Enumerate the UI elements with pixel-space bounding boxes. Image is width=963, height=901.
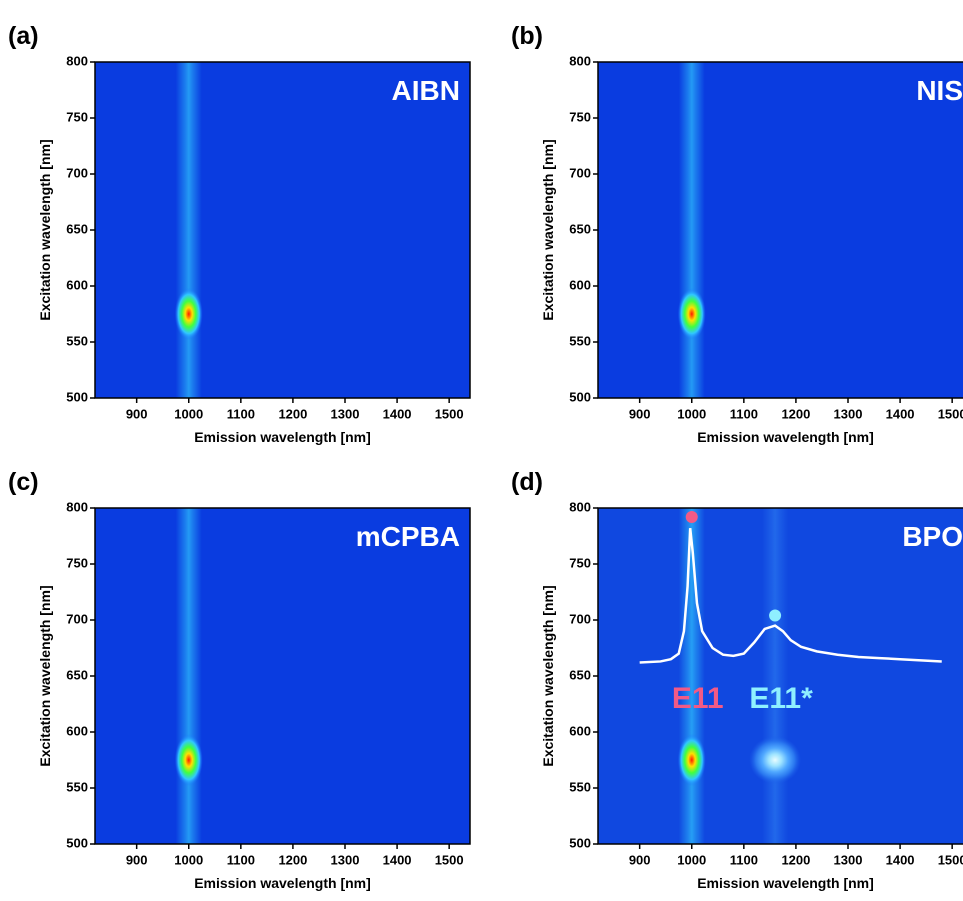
y-tick-label: 650 (66, 221, 88, 236)
panel-label: (b) (511, 22, 543, 50)
emission-streak (762, 508, 789, 844)
hot-spot (749, 736, 802, 784)
x-tick-label: 1500 (938, 852, 963, 867)
x-tick-label: 1300 (834, 406, 863, 421)
y-tick-label: 600 (66, 723, 88, 738)
y-axis-label: Excitation wavelength [nm] (540, 139, 556, 320)
x-tick-label: 900 (126, 406, 148, 421)
y-tick-label: 800 (569, 499, 591, 514)
hot-spot (677, 288, 706, 340)
x-tick-label: 1200 (781, 852, 810, 867)
plot-area (95, 508, 470, 844)
panel-label: (d) (511, 468, 543, 496)
y-axis-label: Excitation wavelength [nm] (540, 585, 556, 766)
emission-streak (175, 508, 202, 844)
y-tick-label: 700 (66, 611, 88, 626)
y-tick-label: 750 (569, 109, 591, 124)
y-tick-label: 550 (569, 779, 591, 794)
peak-marker (769, 609, 782, 622)
hot-spot (174, 734, 203, 786)
x-tick-label: 1500 (938, 406, 963, 421)
y-axis-label: Excitation wavelength [nm] (37, 585, 53, 766)
y-tick-label: 550 (66, 333, 88, 348)
panel: 500 550 600 650 700 750 800 900 1000 1100 1200 1300… (511, 22, 963, 445)
x-tick-label: 1400 (383, 852, 412, 867)
y-tick-label: 700 (66, 165, 88, 180)
y-tick-label: 500 (569, 835, 591, 850)
x-axis-label: Emission wavelength [nm] (194, 875, 371, 891)
y-tick-label: 550 (569, 333, 591, 348)
x-tick-label: 1200 (278, 406, 307, 421)
y-tick-label: 800 (66, 499, 88, 514)
y-tick-label: 500 (66, 835, 88, 850)
panel: E11 E11* 500 550 600 650 700 750 800 900 1000 1100 1… (511, 468, 963, 891)
x-tick-label: 1400 (886, 406, 915, 421)
peak-marker (685, 510, 698, 523)
y-tick-label: 800 (66, 53, 88, 68)
emission-streak (678, 62, 705, 398)
panel-title: mCPBA (356, 521, 460, 552)
x-tick-label: 1300 (331, 852, 360, 867)
y-tick-label: 600 (569, 277, 591, 292)
y-axis-label: Excitation wavelength [nm] (37, 139, 53, 320)
y-tick-label: 700 (569, 165, 591, 180)
heatmap-background (95, 508, 470, 844)
y-tick-label: 600 (569, 723, 591, 738)
y-tick-label: 500 (66, 389, 88, 404)
x-tick-label: 1500 (435, 406, 464, 421)
x-tick-label: 1200 (781, 406, 810, 421)
y-tick-label: 700 (569, 611, 591, 626)
x-tick-label: 1300 (331, 406, 360, 421)
hot-spot (677, 734, 706, 786)
y-tick-label: 650 (569, 221, 591, 236)
peak-label: E11* (749, 682, 813, 715)
y-tick-label: 550 (66, 779, 88, 794)
plot-area (95, 62, 470, 398)
plot-area (598, 508, 963, 844)
panel-title: BPO (902, 521, 963, 552)
x-tick-label: 1000 (174, 852, 203, 867)
x-tick-label: 900 (629, 852, 651, 867)
panel-title: NIS (916, 75, 963, 106)
x-tick-label: 1400 (383, 406, 412, 421)
x-tick-label: 1400 (886, 852, 915, 867)
hot-spot (174, 288, 203, 340)
x-tick-label: 1300 (834, 852, 863, 867)
x-axis-label: Emission wavelength [nm] (697, 429, 874, 445)
y-tick-label: 750 (569, 555, 591, 570)
y-tick-label: 650 (66, 667, 88, 682)
x-tick-label: 1000 (677, 406, 706, 421)
y-tick-label: 650 (569, 667, 591, 682)
y-tick-label: 750 (66, 109, 88, 124)
emission-streak (678, 508, 705, 844)
x-tick-label: 1100 (227, 406, 255, 421)
panel-title: AIBN (392, 75, 460, 106)
x-tick-label: 900 (629, 406, 651, 421)
panel-label: (a) (8, 22, 39, 50)
peak-label: E11 (672, 682, 724, 715)
panel: 500 550 600 650 700 750 800 900 1000 1100 1200 1300… (8, 468, 471, 891)
spectrum-line (639, 528, 942, 664)
x-tick-label: 1100 (730, 852, 758, 867)
x-axis-label: Emission wavelength [nm] (697, 875, 874, 891)
y-tick-label: 500 (569, 389, 591, 404)
y-tick-label: 600 (66, 277, 88, 292)
x-tick-label: 1000 (677, 852, 706, 867)
y-tick-label: 750 (66, 555, 88, 570)
x-tick-label: 1100 (227, 852, 255, 867)
heatmap-background (95, 62, 470, 398)
y-tick-label: 800 (569, 53, 591, 68)
x-tick-label: 1000 (174, 406, 203, 421)
x-tick-label: 1200 (278, 852, 307, 867)
x-tick-label: 1500 (435, 852, 464, 867)
heatmap-background (598, 62, 963, 398)
x-tick-label: 1100 (730, 406, 758, 421)
panel: 500 550 600 650 700 750 800 900 1000 1100 1200 1300… (8, 22, 471, 445)
x-axis-label: Emission wavelength [nm] (194, 429, 371, 445)
x-tick-label: 900 (126, 852, 148, 867)
panel-label: (c) (8, 468, 39, 496)
emission-streak (175, 62, 202, 398)
plot-area (598, 62, 963, 398)
